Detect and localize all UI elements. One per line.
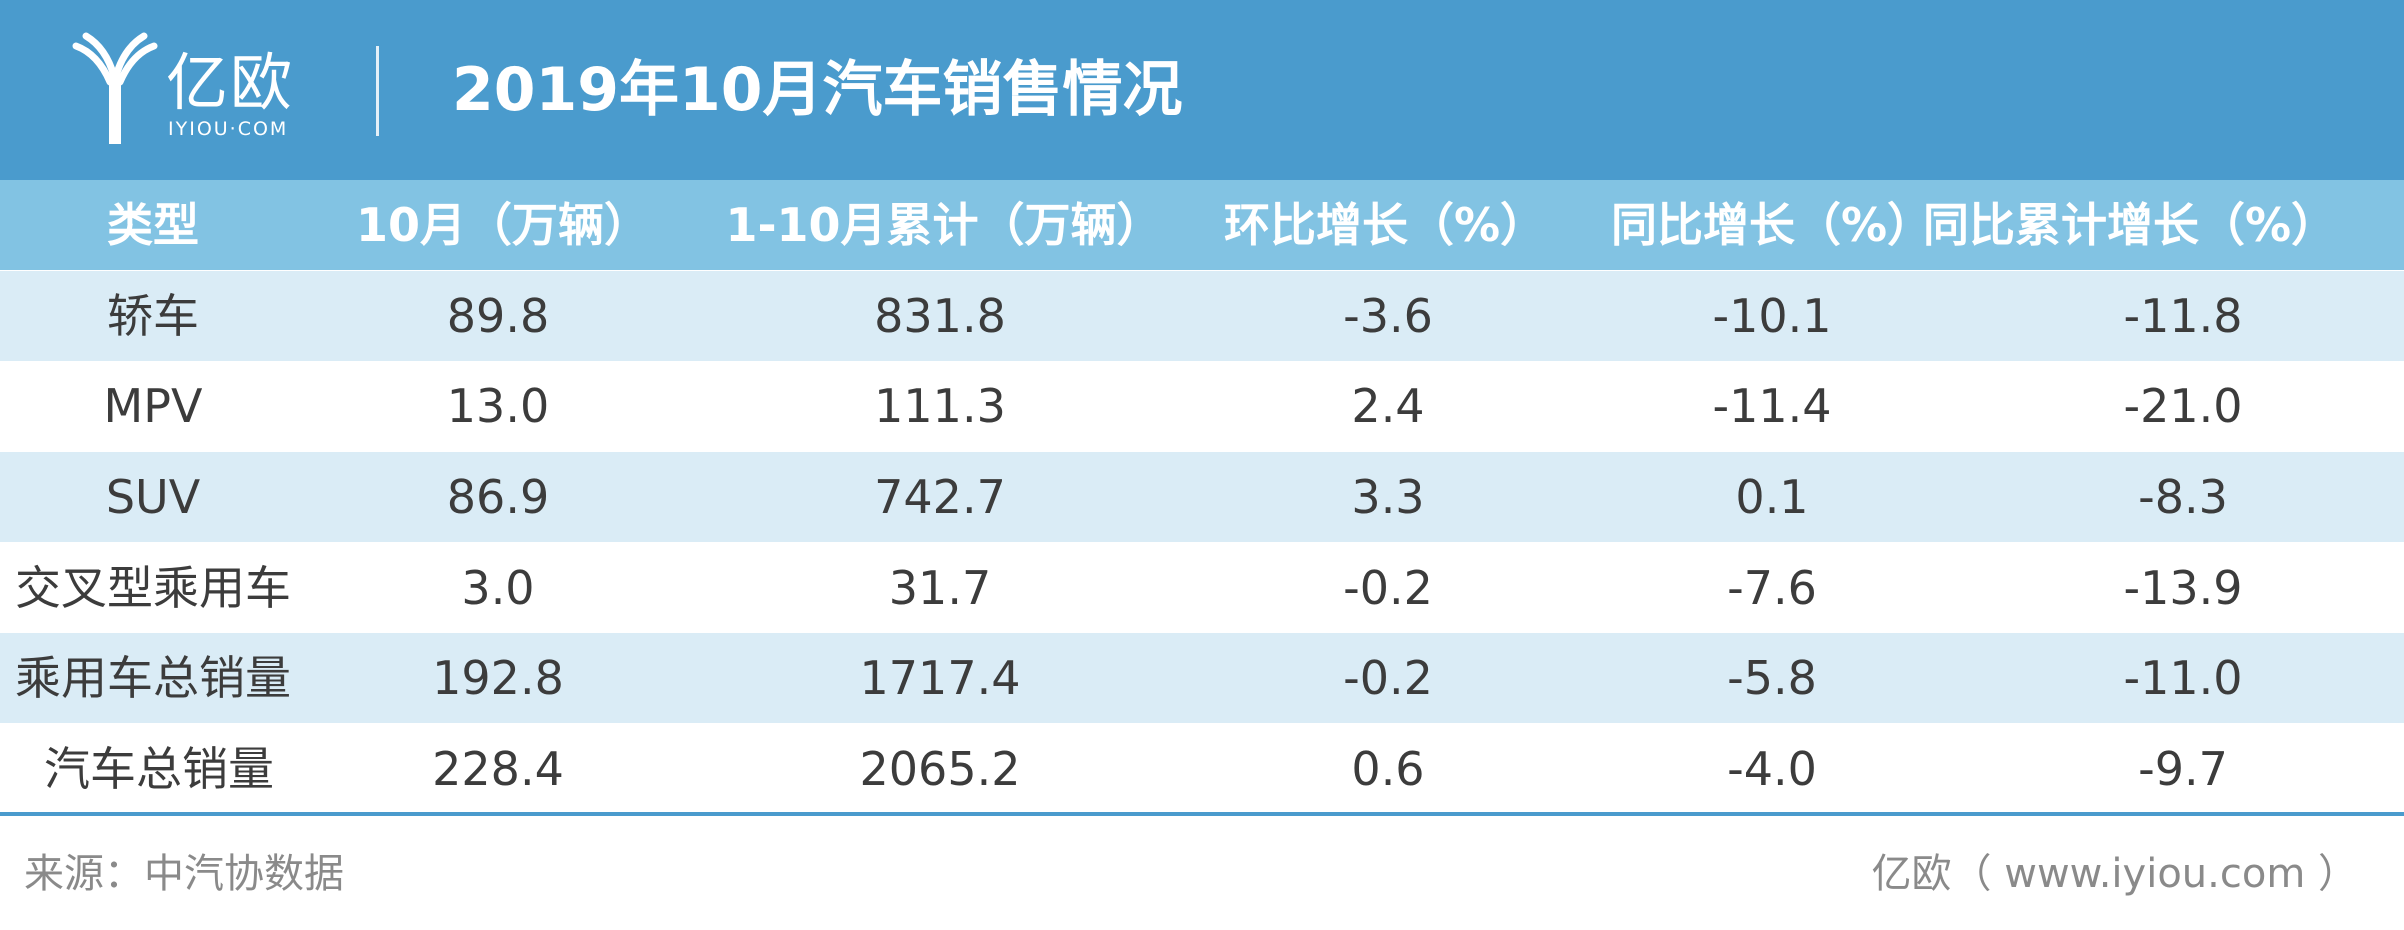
table-cell-type: 汽车总销量 [44, 742, 274, 796]
table-cell: -0.2 [1343, 651, 1433, 705]
table-cell: 228.4 [432, 742, 564, 796]
column-header-yoy-cumulative-growth: 同比累计增长（%） [1922, 198, 2338, 252]
table-cell: -3.6 [1343, 289, 1433, 343]
column-header-type: 类型 [107, 198, 199, 252]
table-cell: -21.0 [2123, 379, 2243, 433]
table-cell-type: 交叉型乘用车 [15, 561, 291, 615]
banner-divider [376, 46, 379, 136]
table-cell: 2065.2 [859, 742, 1021, 796]
table-cell: -13.9 [2123, 561, 2243, 615]
brand-logo: 亿欧 IYIOU·COM [70, 30, 310, 150]
source-note: 来源：中汽协数据 [24, 851, 344, 897]
table-bottom-rule [0, 812, 2404, 816]
table-cell: 86.9 [446, 470, 550, 524]
column-header-october: 10月（万辆） [355, 198, 651, 252]
page-title: 2019年10月汽车销售情况 [452, 55, 1183, 125]
table-cell: -0.2 [1343, 561, 1433, 615]
table-cell: 111.3 [874, 379, 1006, 433]
table-cell: -11.4 [1712, 379, 1832, 433]
table-cell: 31.7 [888, 561, 992, 615]
table-row: 轿车 89.8 831.8 -3.6 -10.1 -11.8 [0, 271, 2404, 361]
logo-english-text: IYIOU·COM [168, 118, 289, 140]
table-cell: -7.6 [1727, 561, 1817, 615]
table-row: SUV 86.9 742.7 3.3 0.1 -8.3 [0, 452, 2404, 542]
credit-note: 亿欧（ www.iyiou.com ） [1871, 851, 2358, 897]
table-cell: 742.7 [874, 470, 1006, 524]
table-cell-type: SUV [105, 470, 201, 524]
logo-chinese-text: 亿欧 [166, 46, 295, 119]
table-cell: -11.0 [2123, 651, 2243, 705]
table-cell: -5.8 [1727, 651, 1817, 705]
table-cell-type: 轿车 [107, 289, 199, 343]
table-row: 汽车总销量 228.4 2065.2 0.6 -4.0 -9.7 [0, 724, 2404, 814]
table-cell: 89.8 [446, 289, 550, 343]
title-banner: 亿欧 IYIOU·COM 2019年10月汽车销售情况 [0, 0, 2404, 180]
table-cell: 0.1 [1735, 470, 1809, 524]
column-header-cumulative: 1-10月累计（万辆） [725, 198, 1163, 252]
logo-mark-icon [72, 32, 158, 144]
column-header-yoy-growth: 同比增长（%） [1610, 198, 1934, 252]
table-row: 乘用车总销量 192.8 1717.4 -0.2 -5.8 -11.0 [0, 633, 2404, 723]
table-cell-type: MPV [103, 379, 203, 433]
table-cell: -10.1 [1712, 289, 1832, 343]
table-cell: -11.8 [2123, 289, 2243, 343]
table-header-row: 类型 10月（万辆） 1-10月累计（万辆） 环比增长（%） 同比增长（%） 同… [0, 180, 2404, 270]
table-cell-type: 乘用车总销量 [15, 651, 291, 705]
table-row: 交叉型乘用车 3.0 31.7 -0.2 -7.6 -13.9 [0, 543, 2404, 633]
table-cell: -8.3 [2138, 470, 2228, 524]
table-cell: 3.0 [461, 561, 535, 615]
table-cell: 2.4 [1351, 379, 1425, 433]
table-cell: 13.0 [446, 379, 550, 433]
table-cell: 0.6 [1351, 742, 1425, 796]
table-cell: -9.7 [2138, 742, 2228, 796]
table-cell: 192.8 [432, 651, 564, 705]
table-cell: 831.8 [874, 289, 1006, 343]
table-cell: 3.3 [1351, 470, 1425, 524]
table-cell: 1717.4 [859, 651, 1021, 705]
table-row: MPV 13.0 111.3 2.4 -11.4 -21.0 [0, 361, 2404, 451]
table-cell: -4.0 [1727, 742, 1817, 796]
column-header-mom-growth: 环比增长（%） [1223, 198, 1547, 252]
